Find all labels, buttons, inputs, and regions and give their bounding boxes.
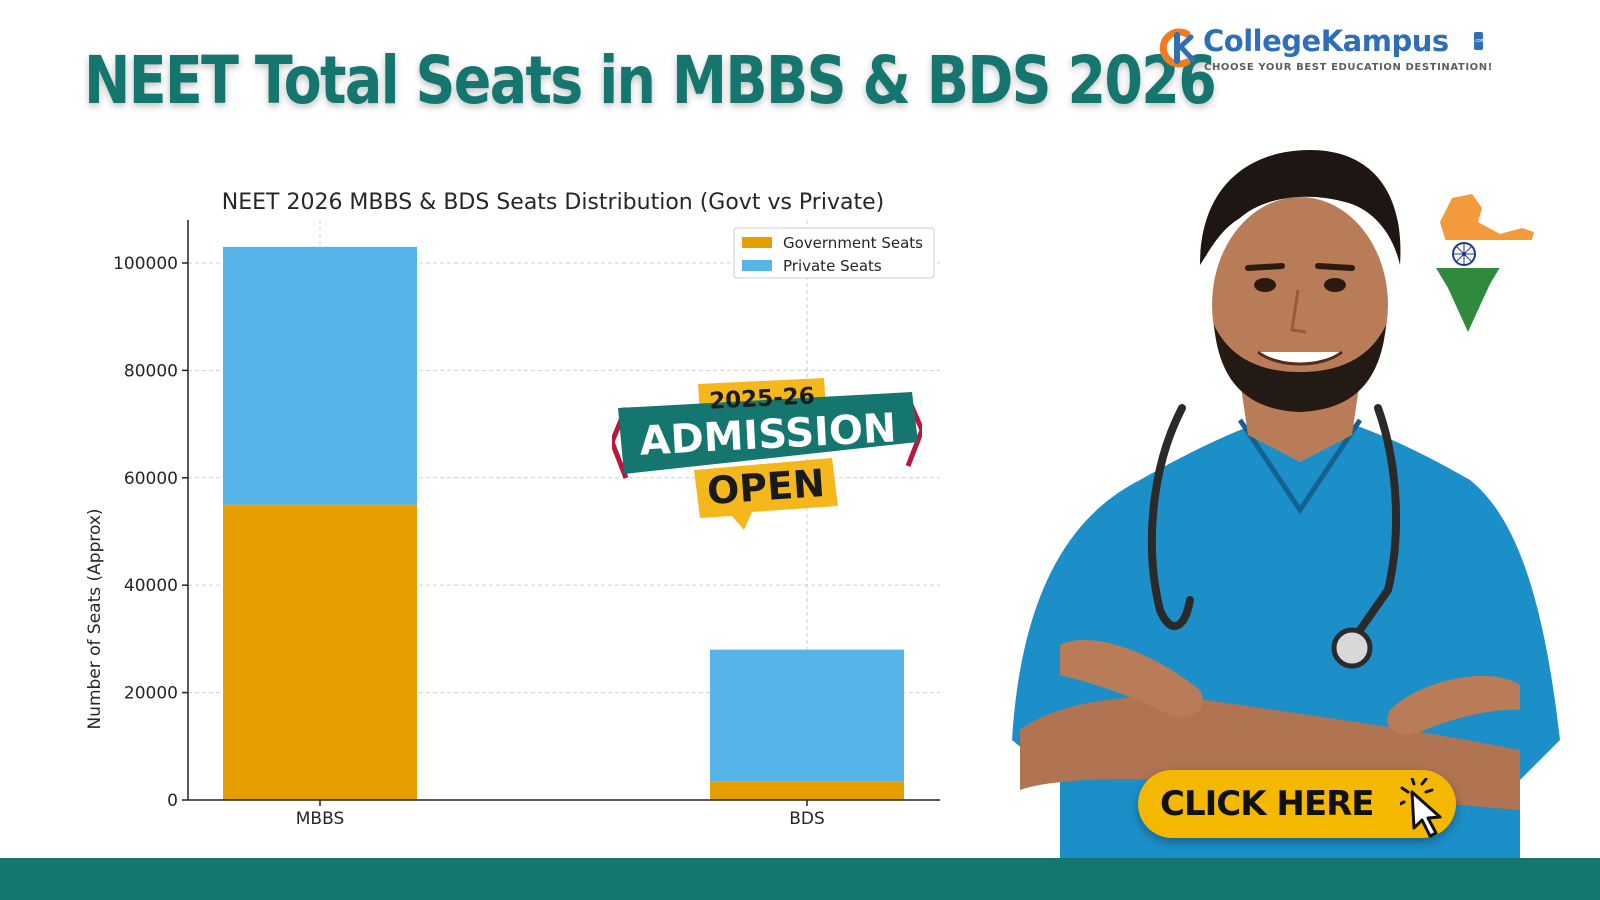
- click-here-label: CLICK HERE: [1160, 784, 1374, 824]
- seats-chart: NEET 2026 MBBS & BDS Seats Distribution …: [85, 190, 940, 829]
- legend-swatch: [742, 237, 772, 248]
- y-tick-label: 60000: [124, 469, 178, 489]
- bar-bds-government: [710, 781, 904, 800]
- y-tick-label: 100000: [113, 254, 178, 274]
- badge-year: 2025-26: [709, 383, 816, 414]
- chart-bars: [223, 246, 904, 800]
- stethoscope-icon: [1147, 404, 1401, 669]
- bar-mbbs-government: [223, 504, 417, 800]
- legend-label: Government Seats: [783, 234, 923, 252]
- india-map-icon: [1432, 194, 1534, 332]
- collegekampus-logo[interactable]: CollegeKampus .com CHOOSE YOUR BEST EDUC…: [1157, 24, 1492, 74]
- collegekampus-logo-icon: [1159, 28, 1196, 68]
- x-tick-label: MBBS: [296, 809, 345, 829]
- y-tick-label: 80000: [124, 361, 178, 381]
- y-axis-label: Number of Seats (Approx): [85, 508, 105, 729]
- logo-name-kampus: Kampus: [1320, 24, 1449, 58]
- legend-box: [733, 227, 935, 279]
- footer-band: [0, 858, 1600, 900]
- y-tick-label: 0: [167, 791, 178, 811]
- chart-axes: [187, 220, 940, 801]
- cursor-click-icon: [1400, 778, 1442, 838]
- page-title: NEET Total Seats in MBBS & BDS 2026: [84, 42, 1217, 119]
- y-tick-label: 20000: [124, 684, 178, 704]
- click-here-button[interactable]: CLICK HERE: [1138, 770, 1456, 838]
- logo-wordmark: CollegeKampus: [1203, 24, 1449, 58]
- chart-legend: Government Seats Private Seats: [733, 227, 935, 279]
- admission-open-badge: 2025-26 ADMISSION OPEN: [612, 378, 922, 530]
- x-tick-label: BDS: [789, 809, 825, 829]
- bar-mbbs-private: [223, 246, 417, 505]
- legend-swatch: [742, 260, 772, 271]
- doctor-illustration: [1012, 150, 1560, 858]
- badge-open: OPEN: [706, 461, 827, 513]
- bar-bds-private: [710, 649, 904, 782]
- logo-name-college: College: [1203, 24, 1321, 58]
- legend-label: Private Seats: [783, 257, 882, 275]
- chart-title: NEET 2026 MBBS & BDS Seats Distribution …: [222, 190, 884, 215]
- chart-tick-labels: 0 20000 40000 60000 80000 100000 MBBS BDS: [113, 254, 825, 829]
- logo-domain-badge: .com: [1474, 32, 1483, 50]
- logo-tagline: CHOOSE YOUR BEST EDUCATION DESTINATION!: [1204, 62, 1493, 73]
- y-tick-label: 40000: [124, 576, 178, 596]
